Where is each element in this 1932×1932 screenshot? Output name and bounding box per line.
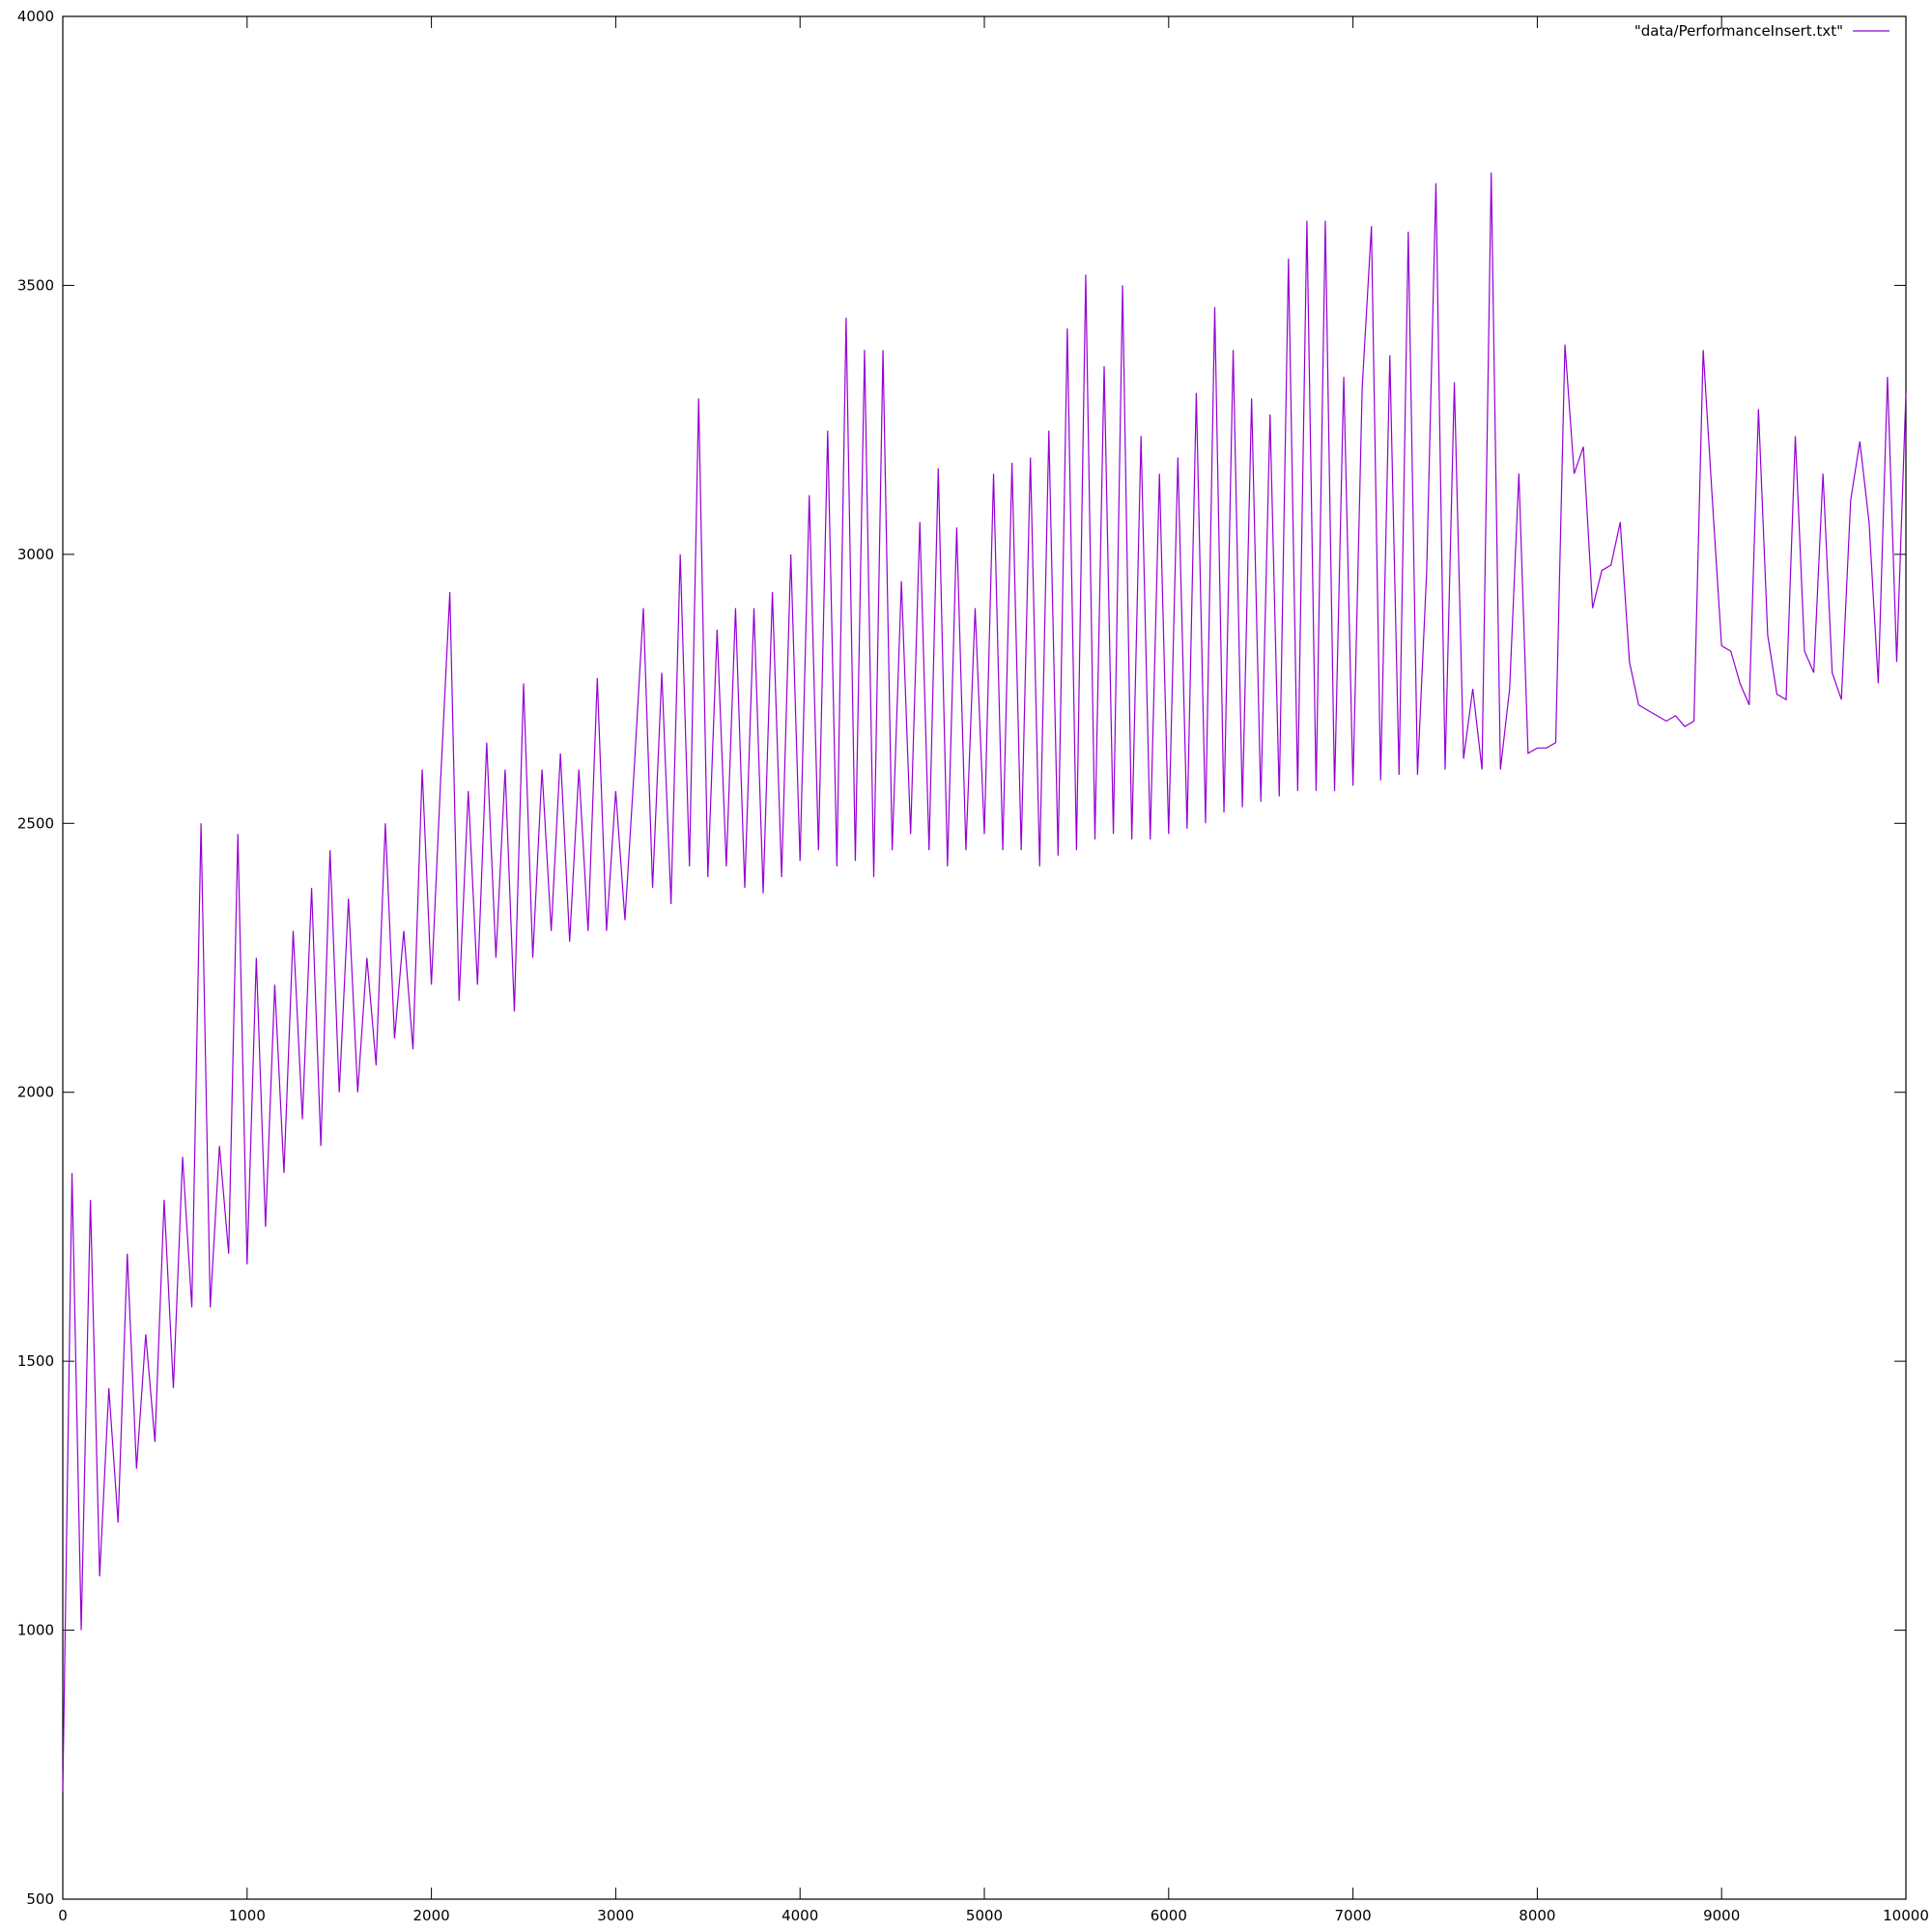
y-tick-label: 1500 (17, 1352, 54, 1370)
x-tick-label: 4000 (781, 1907, 818, 1924)
x-tick-label: 5000 (966, 1907, 1003, 1924)
y-tick-label: 2000 (17, 1084, 54, 1101)
y-tick-label: 3500 (17, 276, 54, 294)
y-tick-label: 2500 (17, 814, 54, 832)
legend-label: "data/PerformanceInsert.txt" (1634, 22, 1843, 40)
x-tick-label: 7000 (1335, 1907, 1372, 1924)
y-tick-label: 1000 (17, 1622, 54, 1639)
x-tick-label: 3000 (597, 1907, 634, 1924)
x-tick-label: 9000 (1703, 1907, 1740, 1924)
y-tick-label: 4000 (17, 8, 54, 25)
plot-frame (62, 15, 1907, 1900)
x-tick-label: 8000 (1519, 1907, 1555, 1924)
x-tick-label: 1000 (229, 1907, 266, 1924)
x-tick-label: 0 (58, 1907, 68, 1924)
x-tick-label: 2000 (413, 1907, 450, 1924)
x-tick-label: 10000 (1883, 1907, 1929, 1924)
x-tick-label: 6000 (1151, 1907, 1187, 1924)
data-line (62, 172, 1907, 1792)
y-tick-label: 500 (26, 1890, 54, 1908)
y-tick-label: 3000 (17, 546, 54, 563)
